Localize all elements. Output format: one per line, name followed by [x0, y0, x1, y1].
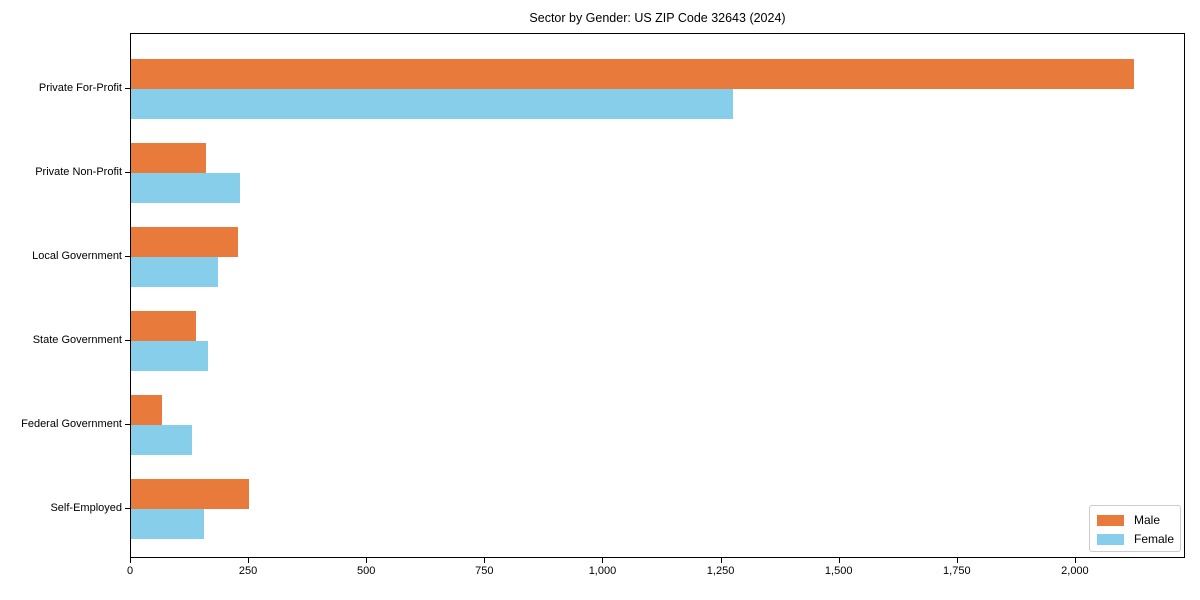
- bar-male-private-non-profit: [131, 143, 206, 173]
- x-axis-tick: [1074, 558, 1076, 563]
- x-axis-tick-label: 1,000: [588, 565, 617, 577]
- bar-female-private-non-profit: [131, 173, 241, 203]
- x-axis-tick-label: 1,750: [943, 565, 971, 577]
- legend-row-male: Male: [1097, 513, 1180, 527]
- y-axis-category-label: Private Non-Profit: [35, 166, 122, 178]
- x-axis-tick: [248, 558, 250, 563]
- y-axis-tick: [125, 172, 130, 173]
- y-axis-category-label: Private For-Profit: [38, 82, 122, 94]
- bar-male-self-employed: [131, 479, 250, 509]
- bar-male-state-government: [131, 311, 197, 341]
- x-axis-tick: [130, 558, 131, 563]
- female-swatch: [1097, 533, 1124, 545]
- x-axis-tick: [602, 558, 604, 563]
- bar-female-federal-government: [131, 425, 193, 455]
- y-axis-tick: [125, 256, 130, 257]
- y-axis-category-label: Federal Government: [21, 418, 122, 430]
- plot-area: [130, 33, 1185, 558]
- y-axis-category-label: Local Government: [32, 250, 122, 262]
- y-axis-category-label: Self-Employed: [50, 502, 122, 514]
- x-axis-tick-label: 250: [238, 565, 258, 577]
- bar-male-private-for-profit: [131, 59, 1134, 89]
- x-axis-tick-label: 0: [126, 565, 134, 577]
- x-axis-tick: [956, 558, 958, 563]
- x-axis-tick-label: 1,500: [824, 565, 853, 577]
- x-axis-tick-label: 1,250: [706, 565, 735, 577]
- y-axis-tick: [125, 508, 130, 509]
- x-axis-tick: [366, 558, 368, 563]
- chart-title: Sector by Gender: US ZIP Code 32643 (202…: [529, 11, 786, 25]
- legend-label-male: Male: [1134, 513, 1161, 527]
- bar-male-local-government: [131, 227, 239, 257]
- x-axis-tick-label: 500: [357, 565, 376, 577]
- y-axis-tick: [125, 340, 130, 341]
- x-axis-tick: [484, 558, 486, 563]
- legend-row-female: Female: [1097, 532, 1180, 546]
- bar-female-local-government: [131, 257, 219, 287]
- x-axis-tick-label: 2,000: [1061, 565, 1089, 577]
- x-axis-tick: [720, 558, 722, 563]
- y-axis-tick: [125, 424, 130, 425]
- bar-female-self-employed: [131, 509, 204, 539]
- male-swatch: [1097, 514, 1124, 526]
- y-axis-tick: [125, 88, 130, 89]
- y-axis-category-label: State Government: [32, 334, 122, 346]
- x-axis-tick-label: 750: [475, 565, 494, 577]
- bar-female-private-for-profit: [131, 89, 733, 119]
- bar-female-state-government: [131, 341, 209, 371]
- legend: Male Female: [1089, 505, 1181, 552]
- legend-label-female: Female: [1134, 532, 1175, 546]
- x-axis-tick: [838, 558, 840, 563]
- bar-male-federal-government: [131, 395, 163, 425]
